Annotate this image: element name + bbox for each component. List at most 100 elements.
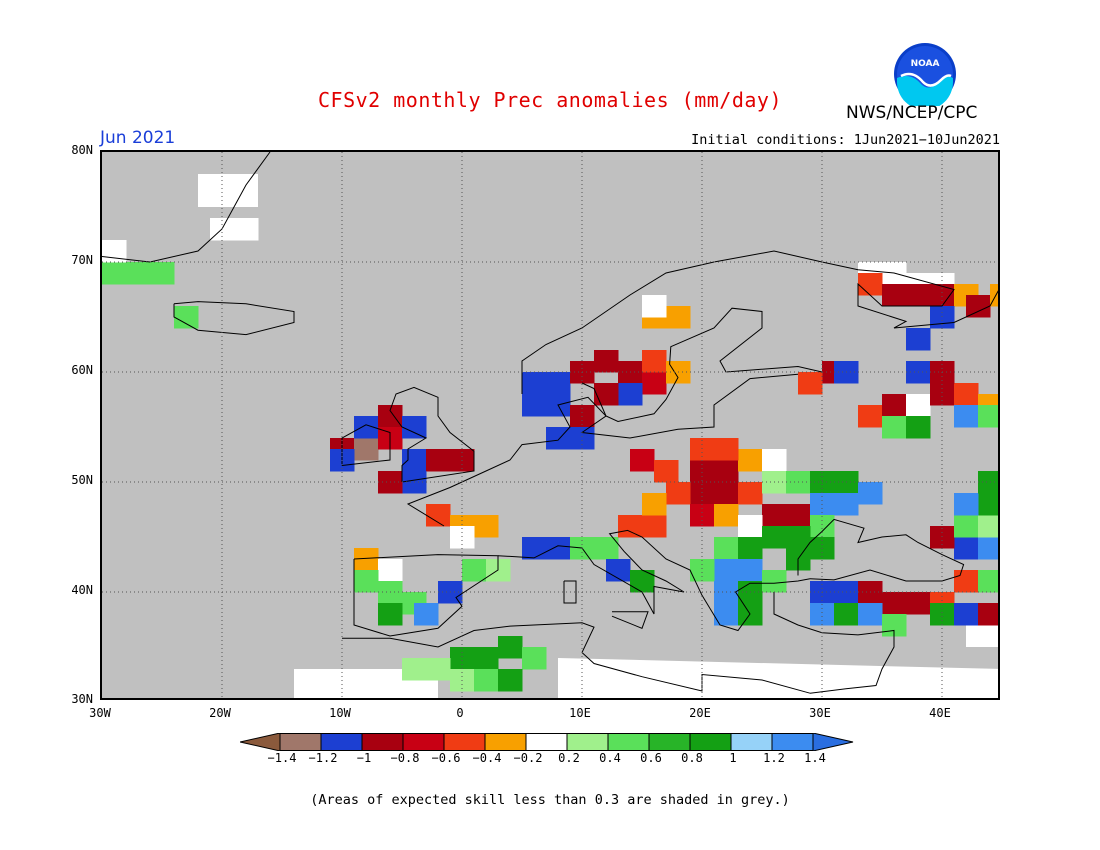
anomaly-cell: [882, 284, 907, 307]
anomaly-cell: [522, 372, 547, 395]
colorbar-swatch: [361, 733, 404, 751]
anomaly-cell: [642, 372, 667, 395]
anomaly-cell: [714, 537, 739, 560]
colorbar-label: −1.4: [267, 751, 297, 765]
anomaly-cell: [414, 603, 439, 626]
colorbar-arrow-low: [239, 732, 281, 752]
anomaly-cell: [402, 449, 427, 472]
anomaly-cell: [858, 273, 883, 296]
colorbar-label: 1: [729, 751, 737, 765]
anomaly-cell: [714, 482, 739, 505]
anomaly-cell: [882, 592, 907, 615]
anomaly-cell: [978, 603, 998, 626]
lon-label-30w: 30W: [89, 706, 111, 720]
lon-label-40e: 40E: [929, 706, 951, 720]
anomaly-cell: [606, 559, 631, 582]
anomaly-cell: [498, 636, 523, 659]
anomaly-cell: [234, 218, 259, 241]
coastline: [611, 611, 649, 629]
anomaly-cell: [954, 537, 979, 560]
anomaly-cell: [714, 460, 739, 483]
lon-label-20w: 20W: [209, 706, 231, 720]
anomaly-cell: [954, 383, 979, 406]
agency-label: NWS/NCEP/CPC: [846, 103, 978, 123]
anomaly-cell: [738, 449, 763, 472]
anomaly-cell: [618, 515, 643, 538]
anomaly-cell: [954, 493, 979, 516]
anomaly-cell: [642, 295, 667, 318]
anomaly-cell: [642, 515, 667, 538]
colorbar-swatch: [320, 733, 363, 751]
anomaly-cell: [690, 559, 715, 582]
anomaly-cell: [546, 372, 571, 395]
anomaly-cell: [354, 438, 379, 461]
anomaly-cell: [570, 427, 595, 450]
lat-label-40n: 40N: [71, 583, 93, 597]
anomaly-cell: [762, 504, 787, 527]
coastline: [341, 424, 391, 466]
anomaly-cell: [426, 504, 451, 527]
anomaly-cell: [354, 548, 379, 571]
anomaly-cell: [714, 559, 739, 582]
lat-label-50n: 50N: [71, 473, 93, 487]
anomaly-cell: [798, 372, 823, 395]
coastline: [773, 592, 895, 694]
anomaly-cell: [462, 559, 487, 582]
anomaly-cell: [102, 262, 127, 285]
anomaly-cell: [930, 383, 955, 406]
forecast-month: Jun 2021: [100, 128, 176, 148]
colorbar-label: −0.2: [513, 751, 543, 765]
colorbar-label: 0.6: [640, 751, 662, 765]
anomaly-cell: [378, 405, 403, 428]
anomaly-cell: [498, 669, 523, 692]
anomaly-cell: [786, 504, 811, 527]
anomaly-cell: [930, 284, 955, 307]
lon-label-0: 0: [456, 706, 464, 720]
anomaly-cell: [642, 350, 667, 373]
colorbar: [239, 732, 862, 755]
colorbar-swatch: [279, 733, 322, 751]
coastline: [563, 580, 577, 604]
anomaly-cell: [786, 526, 811, 549]
map-plot-area: [100, 150, 1000, 700]
initial-conditions: Initial conditions: 1Jun2021−10Jun2021: [691, 132, 1000, 148]
anomaly-cell: [402, 416, 427, 439]
anomaly-cell: [978, 471, 998, 494]
anomaly-cell: [546, 537, 571, 560]
anomaly-cell: [522, 647, 547, 670]
anomaly-cell: [150, 262, 175, 285]
map-svg: [102, 152, 998, 698]
lat-label-80n: 80N: [71, 143, 93, 157]
lon-label-20e: 20E: [689, 706, 711, 720]
colorbar-swatch: [566, 733, 609, 751]
colorbar-label: 0.4: [599, 751, 621, 765]
anomaly-cell: [450, 647, 475, 670]
colorbar-label: −1.2: [308, 751, 338, 765]
anomaly-cell: [690, 482, 715, 505]
anomaly-cell: [474, 647, 499, 670]
anomaly-cell: [978, 537, 998, 560]
colorbar-swatch: [771, 733, 814, 751]
lon-label-10e: 10E: [569, 706, 591, 720]
colorbar-swatch: [484, 733, 527, 751]
anomaly-cell: [738, 515, 763, 538]
anomaly-cell: [906, 394, 931, 417]
lon-label-10w: 10W: [329, 706, 351, 720]
anomaly-cell: [762, 570, 787, 593]
coastline: [497, 529, 811, 632]
anomaly-cell: [174, 306, 199, 329]
colorbar-swatch: [689, 733, 732, 751]
anomaly-cell: [594, 537, 619, 560]
coastline: [406, 373, 799, 527]
coastline: [173, 301, 295, 336]
white-region: [558, 658, 998, 698]
anomaly-cell: [738, 482, 763, 505]
anomaly-cell: [906, 592, 931, 615]
anomaly-cell: [858, 405, 883, 428]
colorbar-swatch: [443, 733, 486, 751]
colorbar-label: 1.2: [763, 751, 785, 765]
anomaly-cell: [930, 306, 955, 329]
anomaly-cell: [594, 383, 619, 406]
anomaly-cell: [978, 405, 998, 428]
anomaly-cell: [966, 295, 991, 318]
